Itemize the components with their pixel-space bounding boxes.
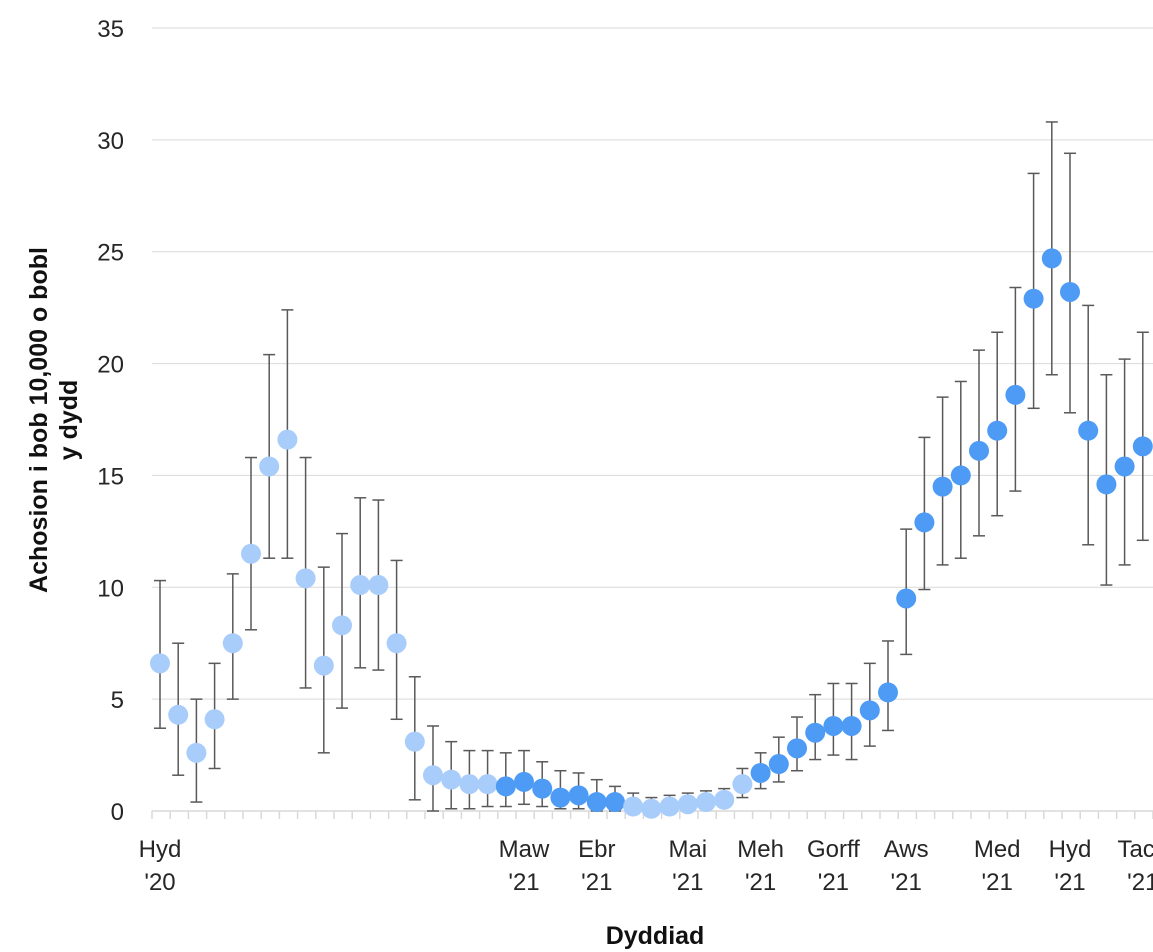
data-point: [1132, 436, 1153, 457]
data-point: [714, 789, 735, 810]
y-axis-title: Achosion i bob 10,000 o bobl y dydd: [25, 247, 83, 593]
data-point: [423, 765, 443, 786]
data-point: [204, 709, 225, 730]
data-point: [1114, 456, 1135, 477]
data-point: [350, 575, 371, 596]
data-point: [386, 633, 407, 654]
data-point: [750, 762, 771, 783]
x-tick-label: Hyd: [1049, 836, 1092, 863]
y-tick-label-20: 20: [97, 352, 124, 379]
data-point: [605, 792, 625, 813]
data-point: [259, 456, 280, 477]
y-tick-label-35: 35: [97, 16, 124, 43]
x-tick-label: Hyd: [139, 836, 182, 863]
data-point: [495, 776, 516, 797]
data-point: [441, 769, 462, 790]
data-point: [950, 465, 971, 486]
x-axis-title: Dyddiad: [606, 922, 705, 950]
y-tick-label-5: 5: [111, 687, 124, 714]
y-tick-label-25: 25: [97, 240, 124, 267]
data-point: [1096, 474, 1117, 495]
x-tick-label: '21: [1127, 869, 1153, 896]
data-point: [332, 615, 352, 636]
y-axis-ticks: 0 5 10 15 20 25 30 35: [97, 16, 124, 826]
y-tick-label-10: 10: [97, 575, 124, 602]
x-tick-label: Med: [974, 836, 1021, 863]
data-point: [222, 633, 243, 654]
data-point: [459, 774, 480, 795]
data-point: [313, 655, 334, 676]
x-tick-label: Gorff: [807, 836, 860, 863]
data-points: [150, 248, 1153, 819]
data-point: [914, 512, 935, 533]
data-point: [768, 754, 789, 775]
x-tick-label: '21: [672, 869, 703, 896]
data-point: [241, 543, 261, 564]
data-point: [1005, 384, 1026, 405]
data-point: [823, 715, 844, 736]
data-point: [805, 722, 826, 743]
x-tick-label: Maw: [499, 836, 550, 863]
x-tick-label: Meh: [737, 836, 784, 863]
x-tick-label: '21: [1054, 869, 1085, 896]
data-point: [568, 785, 589, 806]
x-tick-label: Tach: [1117, 836, 1153, 863]
y-axis-title-line-1: Achosion i bob 10,000 o bobl: [25, 247, 53, 593]
data-point: [932, 476, 953, 497]
data-point: [859, 700, 880, 721]
x-tick-label: '21: [982, 869, 1013, 896]
data-point: [969, 440, 989, 461]
data-point: [532, 778, 553, 799]
data-point: [586, 792, 607, 813]
x-tick-label: '21: [581, 869, 612, 896]
data-point: [295, 568, 316, 589]
data-point: [1060, 281, 1080, 302]
data-point: [787, 738, 807, 759]
data-point: [477, 774, 498, 795]
x-tick-label: '21: [745, 869, 776, 896]
data-point: [277, 429, 298, 450]
y-tick-label-30: 30: [97, 128, 124, 155]
data-point: [186, 742, 207, 763]
y-axis-title-line-2: y dydd: [55, 380, 83, 461]
data-point: [732, 774, 753, 795]
data-point: [878, 682, 898, 703]
data-point: [677, 794, 698, 815]
data-point: [987, 420, 1008, 441]
data-point: [368, 575, 389, 596]
gridlines: [152, 27, 1153, 812]
data-point: [1078, 420, 1099, 441]
data-point: [896, 588, 917, 609]
data-point: [1041, 248, 1062, 269]
y-tick-label-0: 0: [111, 799, 124, 826]
data-point: [841, 715, 862, 736]
data-point: [659, 796, 680, 817]
data-point: [404, 731, 425, 752]
y-tick-label-15: 15: [97, 463, 124, 490]
x-tick-label: '21: [891, 869, 922, 896]
data-point: [696, 792, 716, 813]
x-axis: Hyd '20 Maw '21 Ebr '21 Mai '21 Meh '21 Gorff '21 Aw…: [139, 810, 1153, 896]
data-point: [514, 771, 534, 792]
x-tick-label: '21: [818, 869, 849, 896]
data-point: [150, 653, 170, 674]
data-point: [641, 798, 662, 819]
x-tick-label: '21: [508, 869, 539, 896]
data-point: [623, 796, 644, 817]
x-tick-label: Aws: [884, 836, 929, 863]
x-tick-label: Mai: [668, 836, 707, 863]
data-point: [550, 787, 571, 808]
data-point: [1023, 288, 1044, 309]
error-bars: [154, 121, 1149, 812]
x-tick-label: '20: [144, 869, 175, 896]
x-tick-label: Ebr: [578, 836, 615, 863]
data-point: [168, 704, 189, 725]
